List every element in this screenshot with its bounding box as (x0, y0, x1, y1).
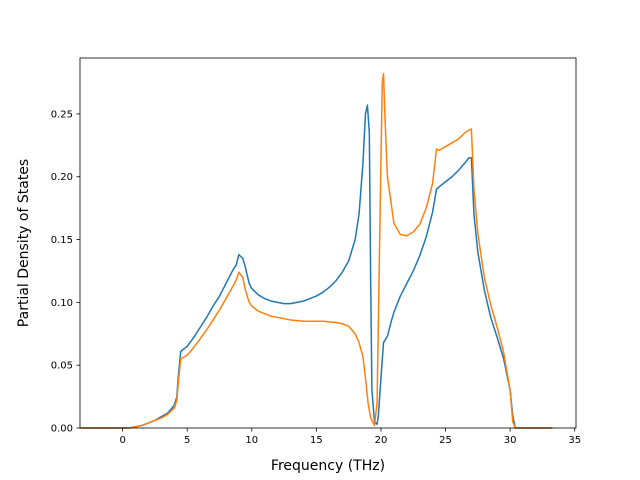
y-axis-label: Partial Density of States (16, 159, 32, 327)
x-tick-label: 35 (568, 435, 581, 446)
y-tick-label: 0.25 (51, 109, 73, 120)
axes-frame (79, 57, 577, 429)
y-tick-label: 0.05 (51, 361, 73, 372)
x-tick-label: 25 (439, 435, 452, 446)
x-axis-label: Frequency (THz) (271, 458, 385, 474)
y-tick-label: 0.00 (51, 424, 73, 435)
y-tick-label: 0.20 (51, 172, 73, 183)
y-tick-label: 0.15 (51, 235, 73, 246)
y-tick-label: 0.10 (51, 298, 73, 309)
y-axis: 0.00 0.05 0.10 0.15 0.20 0.25 (51, 109, 80, 435)
x-tick-label: 15 (310, 435, 323, 446)
x-tick-label: 20 (375, 435, 388, 446)
series-group (80, 72, 553, 429)
x-axis: 0 5 10 15 20 25 30 35 (119, 428, 581, 446)
series-line-1 (80, 104, 553, 429)
x-tick-label: 10 (245, 435, 258, 446)
x-tick-label: 0 (119, 435, 125, 446)
series-line-2 (80, 72, 553, 429)
x-tick-label: 30 (504, 435, 517, 446)
x-tick-label: 5 (184, 435, 190, 446)
